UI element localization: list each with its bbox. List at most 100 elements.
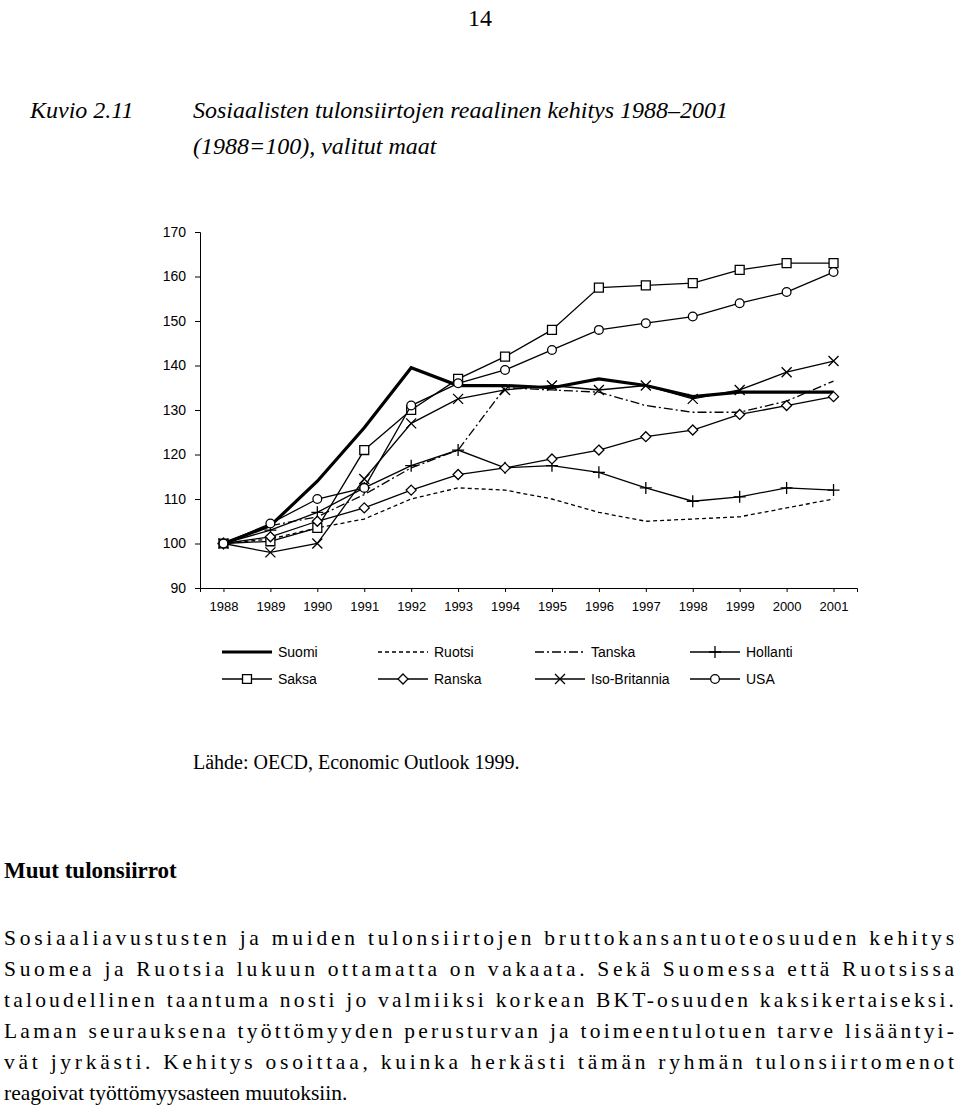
marker <box>454 379 463 388</box>
marker <box>735 409 745 419</box>
plot-area <box>217 259 839 558</box>
tick-label: 1992 <box>397 599 426 614</box>
tick-label: 1989 <box>256 599 285 614</box>
marker-group <box>454 379 463 388</box>
x-tick: 1994 <box>491 588 520 614</box>
marker <box>452 444 464 456</box>
line <box>223 381 833 543</box>
x-tick: 1992 <box>397 588 426 614</box>
x-tick: 1999 <box>726 588 755 614</box>
marker <box>594 283 603 292</box>
marker <box>501 366 510 375</box>
marker <box>547 381 557 391</box>
marker-group <box>547 454 557 464</box>
marker-group <box>688 312 697 321</box>
marker <box>499 462 511 474</box>
marker <box>594 385 604 395</box>
legend-label: Ruotsi <box>434 644 474 660</box>
series <box>223 368 833 544</box>
marker-group <box>782 367 792 377</box>
paragraph-line: vät jyrkästi. Kehitys osoittaa, kuinka h… <box>4 1050 954 1074</box>
legend-label: Saksa <box>278 671 317 687</box>
marker <box>641 281 650 290</box>
marker <box>406 485 416 495</box>
marker <box>547 454 557 464</box>
legend-marker-shape <box>555 674 565 684</box>
marker-group <box>219 539 228 548</box>
marker <box>548 346 557 355</box>
tick-label: 1991 <box>350 599 379 614</box>
legend-marker-shape <box>243 675 252 684</box>
marker-group <box>735 265 744 274</box>
paragraph-line: reagoivat työttömyysasteen muutoksiin. <box>4 1081 347 1105</box>
marker-group <box>782 401 792 411</box>
marker-group <box>688 394 698 404</box>
marker <box>265 532 275 542</box>
marker <box>828 484 840 496</box>
y-axis: 90100110120130140150160170 <box>163 224 201 596</box>
marker-group <box>501 352 510 361</box>
tick-label: 1996 <box>585 599 614 614</box>
marker <box>782 259 791 268</box>
tick-mark <box>195 499 200 500</box>
legend-item: Saksa <box>222 671 317 687</box>
y-tick: 110 <box>164 491 200 507</box>
marker <box>500 385 510 395</box>
tick-mark <box>223 588 224 592</box>
marker-group <box>688 279 697 288</box>
legend-item: USA <box>690 671 775 687</box>
figure-caption: (1988=100), valitut maat <box>193 133 438 159</box>
figure-label: Kuvio 2.11 <box>29 97 134 123</box>
x-tick: 2001 <box>820 588 849 614</box>
legend-swatch <box>535 651 585 652</box>
marker-group <box>453 470 463 480</box>
marker-group <box>829 356 839 366</box>
y-tick: 170 <box>163 224 200 240</box>
marker <box>595 326 604 335</box>
x-tick: 1990 <box>303 588 332 614</box>
tick-mark <box>458 588 459 592</box>
legend-item: Iso-Britannia <box>535 671 670 687</box>
marker-group <box>782 259 791 268</box>
marker-group <box>266 519 275 528</box>
tick-mark <box>834 588 835 592</box>
marker-group <box>687 495 699 507</box>
paragraph-line: Sosiaaliavustusten ja muiden tulonsiirto… <box>4 926 954 950</box>
paragraph-line: Suomea ja Ruotsia lukuun ottamatta on va… <box>4 957 954 981</box>
line <box>223 450 833 543</box>
marker <box>688 279 697 288</box>
line <box>223 397 833 544</box>
tick-label: 1998 <box>679 599 708 614</box>
series <box>217 444 839 549</box>
marker-group <box>407 401 416 410</box>
tick-label: 1999 <box>726 599 755 614</box>
marker <box>829 259 838 268</box>
tick-mark <box>787 588 788 592</box>
marker-group <box>641 281 650 290</box>
marker-group <box>265 532 275 542</box>
marker <box>360 446 369 455</box>
marker <box>640 482 652 494</box>
marker-group <box>735 409 745 419</box>
marker <box>641 381 651 391</box>
marker-group <box>781 482 793 494</box>
marker-group <box>594 283 603 292</box>
tick-label: 2001 <box>820 599 849 614</box>
legend-marker <box>711 675 720 684</box>
tick-label: 130 <box>163 402 187 418</box>
marker <box>829 392 839 402</box>
marker-group <box>501 366 510 375</box>
marker-group <box>828 484 840 496</box>
tick-label: 1993 <box>444 599 473 614</box>
marker <box>313 495 322 504</box>
marker-group <box>453 394 463 404</box>
marker <box>688 425 698 435</box>
marker <box>219 539 228 548</box>
legend-swatch <box>378 651 428 652</box>
legend-marker <box>243 675 252 684</box>
y-tick: 130 <box>163 402 200 418</box>
y-tick: 140 <box>163 357 200 373</box>
legend-marker <box>555 674 565 684</box>
tick-label: 1988 <box>210 599 239 614</box>
x-tick: 1991 <box>350 588 379 614</box>
